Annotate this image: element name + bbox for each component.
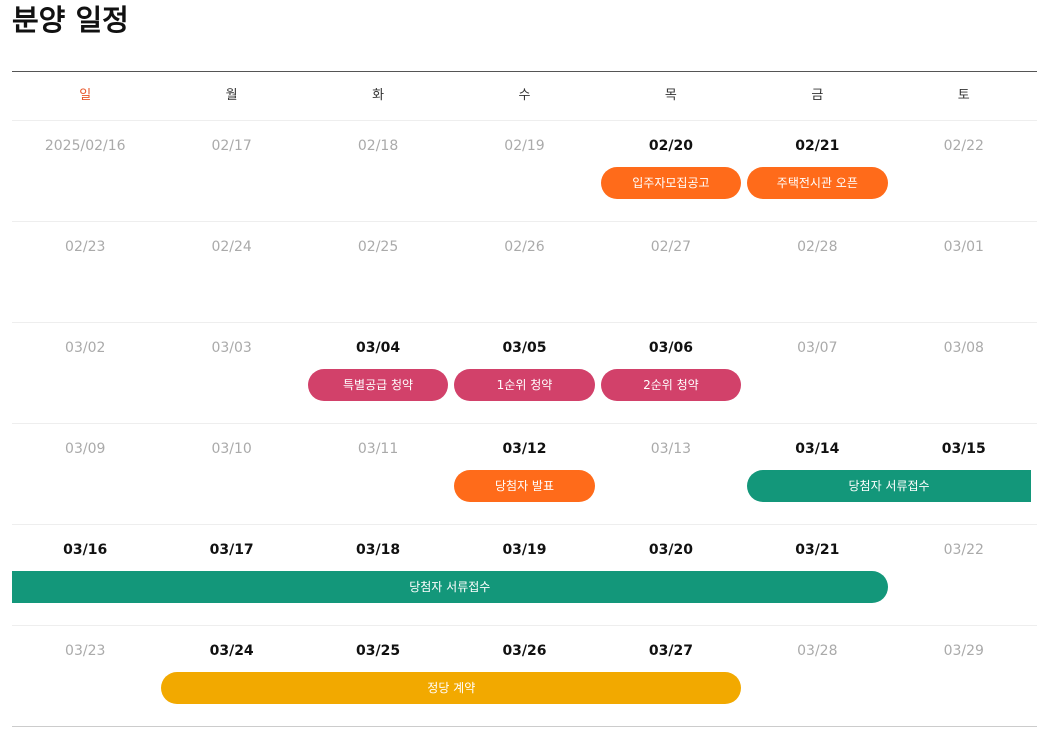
day-cell[interactable]: 02/24 <box>211 239 252 255</box>
week-row: 03/16 03/17 03/18 03/19 03/20 03/21 03/22 당첨자 서… <box>12 525 1037 626</box>
day-cell[interactable]: 03/25 <box>356 643 401 659</box>
week-row: 03/02 03/03 03/04 03/05 03/06 03/07 03/08 특별공급 … <box>12 323 1037 424</box>
day-cell[interactable]: 03/03 <box>211 340 252 356</box>
schedule-calendar: 일 월 화 수 목 금 토 2025/02/16 02/17 02/18 02/19 02/20 02… <box>12 71 1037 727</box>
day-cell[interactable]: 02/17 <box>211 138 252 154</box>
page-title: 분양 일정 <box>12 3 129 37</box>
day-cell[interactable]: 03/01 <box>943 239 984 255</box>
event-winner-announcement[interactable]: 당첨자 발표 <box>454 470 595 502</box>
day-cell[interactable]: 2025/02/16 <box>44 138 126 154</box>
day-cell[interactable]: 03/08 <box>943 340 984 356</box>
week-row: 2025/02/16 02/17 02/18 02/19 02/20 02/21 02/22… <box>12 121 1037 222</box>
day-cell[interactable]: 03/22 <box>943 542 984 558</box>
day-cell[interactable]: 03/27 <box>648 643 693 659</box>
day-cell[interactable]: 03/16 <box>63 542 108 558</box>
day-cell[interactable]: 03/19 <box>502 542 547 558</box>
day-cell[interactable]: 02/19 <box>504 138 545 154</box>
day-cell[interactable]: 03/10 <box>211 441 252 457</box>
event-second-priority[interactable]: 2순위 청약 <box>600 369 742 401</box>
day-cell[interactable]: 03/04 <box>356 340 401 356</box>
day-cell[interactable]: 03/20 <box>648 542 693 558</box>
week-row: 03/23 03/24 03/25 03/26 03/27 03/28 03/29 정당 계약 <box>12 626 1037 727</box>
day-cell[interactable]: 02/18 <box>357 138 399 154</box>
day-cell[interactable]: 02/22 <box>943 138 984 154</box>
day-cell[interactable]: 03/14 <box>795 441 840 457</box>
day-cell[interactable]: 03/17 <box>209 542 254 558</box>
day-cell[interactable]: 03/02 <box>65 340 106 356</box>
event-winner-documents[interactable]: 당첨자 서류접수 <box>747 470 1031 502</box>
day-cell[interactable]: 03/06 <box>648 340 693 356</box>
week-row: 02/23 02/24 02/25 02/26 02/27 02/28 03/01 <box>12 222 1037 323</box>
day-cell[interactable]: 03/15 <box>941 441 986 457</box>
day-cell[interactable]: 03/05 <box>502 340 547 356</box>
day-cell[interactable]: 03/18 <box>356 542 401 558</box>
day-cell[interactable]: 02/28 <box>797 239 838 255</box>
day-cell[interactable]: 03/13 <box>650 441 692 457</box>
event-contract[interactable]: 정당 계약 <box>161 672 742 704</box>
day-cell[interactable]: 02/27 <box>650 239 692 255</box>
event-first-priority[interactable]: 1순위 청약 <box>454 369 595 401</box>
day-cell[interactable]: 03/12 <box>502 441 547 457</box>
weekday-thu: 목 <box>664 88 677 103</box>
day-cell[interactable]: 03/07 <box>797 340 838 356</box>
weekday-mon: 월 <box>225 88 238 103</box>
day-cell[interactable]: 03/23 <box>65 643 106 659</box>
day-cell[interactable]: 02/26 <box>504 239 545 255</box>
event-resident-recruitment[interactable]: 입주자모집공고 <box>600 167 742 199</box>
day-cell[interactable]: 02/20 <box>648 138 693 154</box>
weekday-sat: 토 <box>957 88 970 103</box>
weekday-wed: 수 <box>518 88 531 103</box>
day-cell[interactable]: 02/23 <box>65 239 106 255</box>
day-cell[interactable]: 02/21 <box>795 138 840 154</box>
day-cell[interactable]: 03/28 <box>797 643 838 659</box>
day-cell[interactable]: 03/24 <box>209 643 254 659</box>
event-special-supply[interactable]: 특별공급 청약 <box>307 369 449 401</box>
day-cell[interactable]: 03/29 <box>943 643 984 659</box>
weekday-tue: 화 <box>372 88 385 103</box>
day-cell[interactable]: 03/11 <box>357 441 399 457</box>
day-cell[interactable]: 03/09 <box>65 441 106 457</box>
day-cell[interactable]: 03/26 <box>502 643 547 659</box>
event-winner-documents-cont[interactable]: 당첨자 서류접수 <box>12 571 888 603</box>
event-model-house-open[interactable]: 주택전시관 오픈 <box>747 167 888 199</box>
weekday-sun: 일 <box>79 88 92 103</box>
day-cell[interactable]: 03/21 <box>795 542 840 558</box>
week-row: 03/09 03/10 03/11 03/12 03/13 03/14 03/15 당첨자 발… <box>12 424 1037 525</box>
weekday-fri: 금 <box>811 88 824 103</box>
day-cell[interactable]: 02/25 <box>357 239 399 255</box>
calendar-weeks: 2025/02/16 02/17 02/18 02/19 02/20 02/21 02/22… <box>12 121 1037 727</box>
